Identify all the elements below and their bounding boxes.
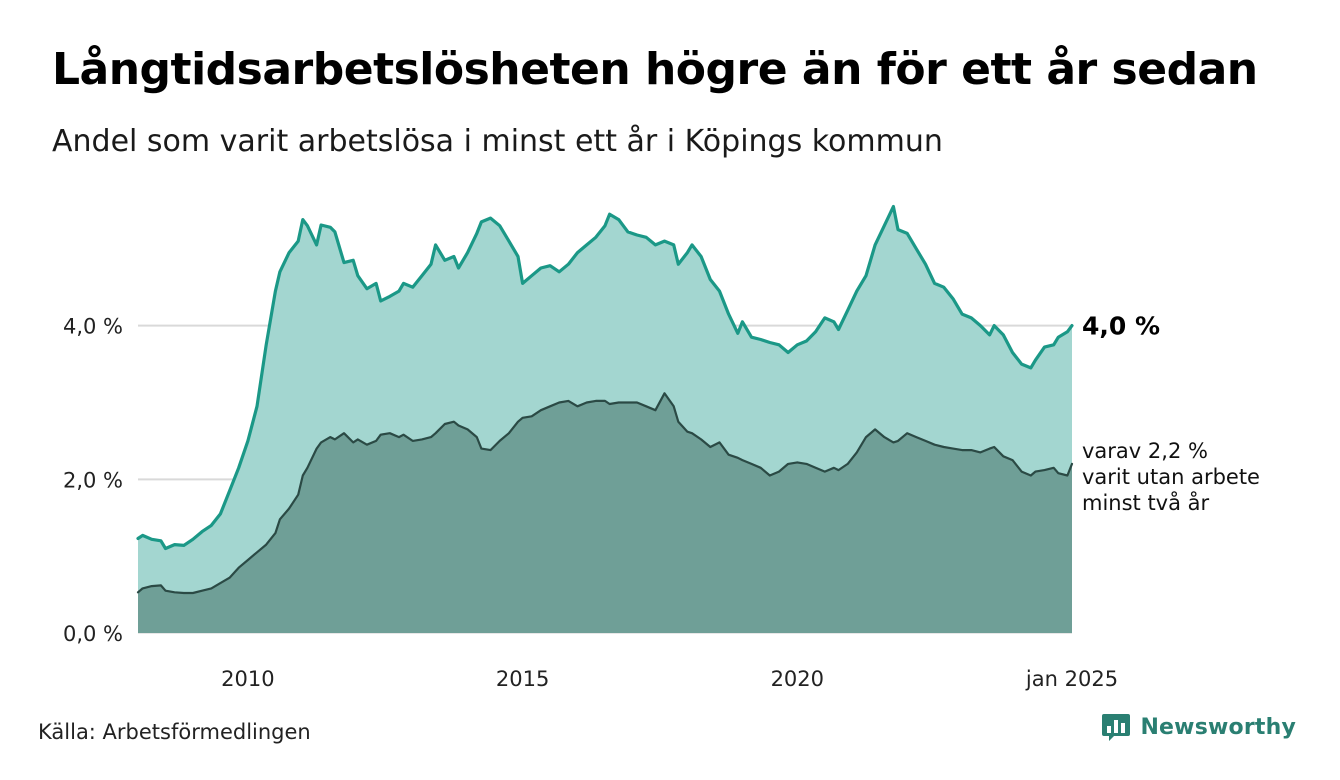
unemployed-two-years-area — [138, 393, 1072, 633]
x-tick-label: jan 2025 — [1025, 667, 1118, 691]
brand-logo[interactable]: Newsworthy — [1101, 712, 1296, 742]
brand-name: Newsworthy — [1140, 714, 1296, 740]
x-tick-label: 2020 — [771, 667, 824, 691]
chart-title: Långtidsarbetslösheten högre än för ett … — [52, 44, 1258, 95]
chart-areas — [136, 204, 1074, 633]
y-tick-label: 2,0 % — [63, 468, 123, 492]
y-tick-label: 4,0 % — [63, 315, 123, 339]
series-end-note: varav 2,2 % — [1082, 439, 1208, 463]
x-tick-label: 2015 — [496, 667, 549, 691]
y-tick-label: 0,0 % — [63, 622, 123, 646]
series-end-note: minst två år — [1082, 490, 1210, 515]
x-axis-labels: 2010 2015 2020 jan 2025 — [221, 667, 1118, 691]
source-note: Källa: Arbetsförmedlingen — [38, 720, 311, 744]
series-end-note: varit utan arbete — [1082, 465, 1260, 489]
bar-chart-icon — [1102, 714, 1131, 741]
x-tick-label: 2010 — [221, 667, 274, 691]
long-term-unemployed-line — [136, 204, 1074, 551]
chart-subtitle: Andel som varit arbetslösa i minst ett å… — [52, 124, 943, 159]
unemployed-two-years-line — [136, 392, 1074, 595]
series-end-label: 4,0 % — [1082, 312, 1160, 341]
y-axis-labels: 0,0 % 2,0 % 4,0 % — [63, 315, 123, 646]
